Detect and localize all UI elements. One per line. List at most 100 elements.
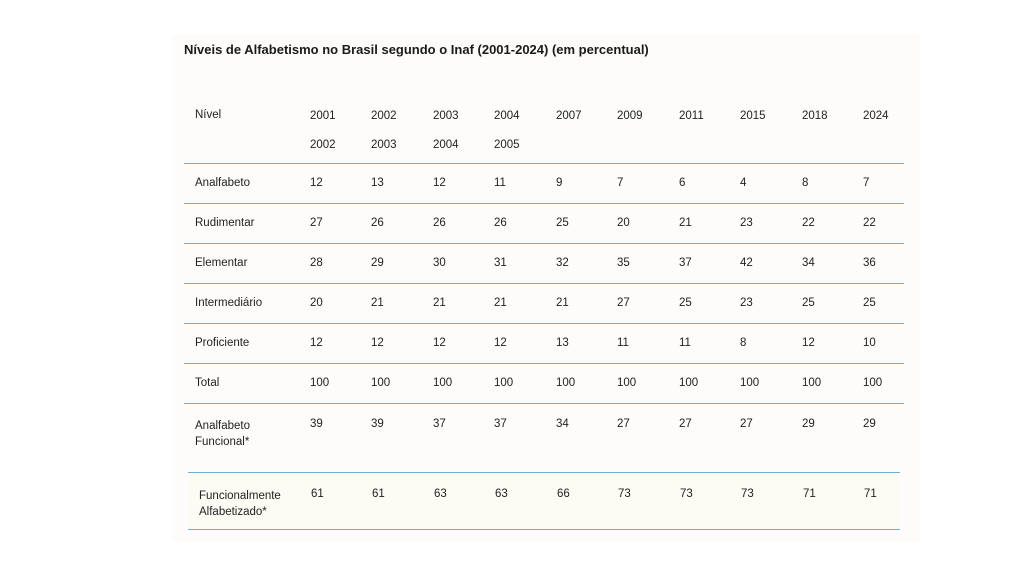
table-cell: 100 xyxy=(802,377,822,389)
table-cell: 100 xyxy=(740,377,760,389)
table-cell: 42 xyxy=(740,257,753,269)
table-cell: 8 xyxy=(740,337,747,349)
table-row: Intermediário 20 21 21 21 21 27 25 23 25 25 xyxy=(184,284,904,324)
table-cell: 13 xyxy=(556,337,569,349)
table-row-functional-literate: Funcionalmente Alfabetizado* 61 61 63 63 66 7… xyxy=(188,472,900,530)
table-cell: 29 xyxy=(371,257,384,269)
table-cell: 61 xyxy=(372,488,385,500)
table-cell: 63 xyxy=(434,488,447,500)
header-year: 2015 xyxy=(740,110,766,122)
table-cell: 26 xyxy=(494,217,507,229)
table-row-functional-illiterate: Analfabeto Funcional* 39 39 37 37 34 27 27 27 29… xyxy=(184,404,904,470)
table-cell: 37 xyxy=(433,418,446,430)
table-cell: 21 xyxy=(679,217,692,229)
table-cell: 73 xyxy=(741,488,754,500)
table-cell: 21 xyxy=(556,297,569,309)
table-cell: 100 xyxy=(679,377,699,389)
table-cell: 100 xyxy=(556,377,576,389)
table-cell: 25 xyxy=(802,297,815,309)
row-label: Total xyxy=(195,377,220,389)
table-cell: 32 xyxy=(556,257,569,269)
table-cell: 20 xyxy=(617,217,630,229)
table-cell: 63 xyxy=(495,488,508,500)
row-label: Rudimentar xyxy=(195,217,255,229)
table-row: Analfabeto 12 13 12 11 9 7 6 4 8 7 xyxy=(184,164,904,204)
header-year: 2011 xyxy=(679,110,704,122)
table-cell: 34 xyxy=(802,257,815,269)
table-cell: 20 xyxy=(310,297,323,309)
header-label: Nível xyxy=(195,109,222,121)
table-cell: 71 xyxy=(803,488,816,500)
header-col: 2011 xyxy=(679,109,704,123)
header-year-end: 2003 xyxy=(371,139,397,151)
table-cell: 7 xyxy=(617,177,624,189)
header-year-end: 2004 xyxy=(433,139,459,151)
table-cell: 8 xyxy=(802,177,809,189)
table-cell: 29 xyxy=(802,418,815,430)
table-cell: 22 xyxy=(863,217,876,229)
table-cell: 30 xyxy=(433,257,446,269)
table-cell: 11 xyxy=(617,337,629,349)
table-cell: 39 xyxy=(310,418,323,430)
table-cell: 27 xyxy=(740,418,753,430)
table-cell: 100 xyxy=(310,377,330,389)
table-cell: 13 xyxy=(371,177,384,189)
table-header-row: Nível 2001 2002 2002 2003 2003 2004 2004… xyxy=(184,96,904,164)
table-cell: 37 xyxy=(494,418,507,430)
header-year: 2007 xyxy=(556,110,582,122)
table-cell: 27 xyxy=(310,217,323,229)
table-cell: 31 xyxy=(494,257,507,269)
table-cell: 12 xyxy=(494,337,507,349)
row-label-line: Funcional* xyxy=(195,436,250,448)
table-cell: 9 xyxy=(556,177,563,189)
row-label: Analfabeto xyxy=(195,177,250,189)
table-cell: 6 xyxy=(679,177,686,189)
header-col: 2003 2004 xyxy=(433,109,459,152)
table-cell: 73 xyxy=(618,488,631,500)
table-cell: 23 xyxy=(740,297,753,309)
table-cell: 27 xyxy=(617,418,630,430)
row-label: Elementar xyxy=(195,257,248,269)
header-col: 2015 xyxy=(740,109,766,123)
header-col: 2001 2002 xyxy=(310,109,336,152)
header-year-end: 2002 xyxy=(310,139,336,151)
header-year: 2002 xyxy=(371,110,397,122)
table-cell: 21 xyxy=(371,297,384,309)
literacy-table: Nível 2001 2002 2002 2003 2003 2004 2004… xyxy=(184,96,904,404)
table-row: Proficiente 12 12 12 12 13 11 11 8 12 10 xyxy=(184,324,904,364)
row-label-line: Alfabetizado* xyxy=(199,506,267,518)
table-cell: 39 xyxy=(371,418,384,430)
row-label: Analfabeto Funcional* xyxy=(195,418,250,450)
table-row: Elementar 28 29 30 31 32 35 37 42 34 36 xyxy=(184,244,904,284)
header-col: 2004 2005 xyxy=(494,109,520,152)
header-col: 2009 xyxy=(617,109,643,123)
table-row: Rudimentar 27 26 26 26 25 20 21 23 22 22 xyxy=(184,204,904,244)
header-year: 2001 xyxy=(310,110,336,122)
table-cell: 25 xyxy=(679,297,692,309)
table-cell: 4 xyxy=(740,177,747,189)
table-cell: 36 xyxy=(863,257,876,269)
table-cell: 100 xyxy=(617,377,637,389)
table-cell: 12 xyxy=(433,177,446,189)
table-cell: 12 xyxy=(310,337,323,349)
table-card xyxy=(172,34,920,542)
table-cell: 27 xyxy=(679,418,692,430)
table-cell: 12 xyxy=(433,337,446,349)
table-cell: 26 xyxy=(371,217,384,229)
table-cell: 25 xyxy=(556,217,569,229)
table-cell: 100 xyxy=(494,377,514,389)
header-year: 2024 xyxy=(863,110,889,122)
table-cell: 7 xyxy=(863,177,870,189)
table-cell: 21 xyxy=(433,297,446,309)
table-cell: 37 xyxy=(679,257,692,269)
header-col: 2018 xyxy=(802,109,828,123)
header-year: 2018 xyxy=(802,110,828,122)
row-label: Intermediário xyxy=(195,297,263,309)
row-label-line: Funcionalmente xyxy=(199,490,281,502)
header-year: 2009 xyxy=(617,110,643,122)
table-cell: 26 xyxy=(433,217,446,229)
table-cell: 22 xyxy=(802,217,815,229)
table-cell: 73 xyxy=(680,488,693,500)
row-label: Proficiente xyxy=(195,337,250,349)
table-cell: 100 xyxy=(863,377,883,389)
